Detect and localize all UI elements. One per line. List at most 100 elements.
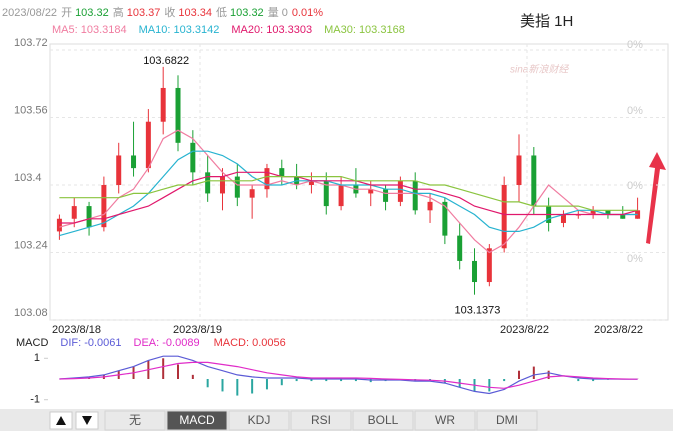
candle-body — [472, 260, 478, 283]
ma-legend-item: MA5: 103.3184 — [52, 24, 127, 36]
candle-body — [264, 168, 270, 190]
symbol: 美指 1H — [520, 13, 573, 30]
ma-line — [59, 129, 638, 254]
tab[interactable] — [290, 410, 352, 431]
x-tick-label: 2023/8/18 — [52, 324, 101, 336]
candle-body — [160, 87, 166, 122]
candle-body — [338, 185, 344, 207]
right-axis-label: 0% — [627, 105, 643, 117]
y-tick-label: 103.72 — [14, 37, 48, 49]
header-value: 103.34 — [178, 7, 212, 19]
macd-title: MACD — [16, 337, 48, 349]
candle-body — [412, 180, 418, 211]
macd-legend-item: DIF: -0.0061 — [60, 337, 121, 349]
ma-legend-item: MA30: 103.3168 — [324, 24, 405, 36]
x-tick-label: 2023/8/22 — [500, 324, 549, 336]
tab-label: RSI — [311, 413, 331, 427]
tab-label: WR — [435, 413, 455, 427]
max-annotation: 103.6822 — [143, 55, 189, 67]
header-value: 103.32 — [75, 7, 109, 19]
y-tick-label: 103.4 — [14, 172, 42, 184]
tab-label: 无 — [129, 413, 141, 427]
header-label: 开 — [61, 7, 72, 19]
candle-body — [190, 142, 196, 173]
candle-body — [457, 235, 463, 261]
candle-body — [116, 155, 122, 185]
tab[interactable] — [414, 410, 476, 431]
candle-body — [175, 87, 181, 143]
ma-legend-item: MA10: 103.3142 — [139, 24, 220, 36]
tab[interactable] — [104, 410, 166, 431]
min-annotation: 103.1373 — [455, 305, 501, 317]
macd-line — [59, 355, 638, 395]
ma-line — [59, 176, 638, 211]
candle-body — [620, 214, 626, 219]
header-label: 低 — [216, 6, 227, 19]
ma-line — [59, 171, 638, 224]
candle-body — [205, 172, 211, 194]
header-value: 0 — [282, 7, 288, 19]
tab[interactable] — [166, 410, 228, 431]
candle-body — [590, 210, 596, 215]
candle-body — [56, 218, 62, 232]
header-date: 2023/08/22 — [2, 7, 57, 19]
macd-legend-item: DEA: -0.0089 — [134, 337, 200, 349]
macd-y-tick-label: -1 — [30, 394, 40, 406]
tab[interactable] — [352, 410, 414, 431]
candle-body — [145, 121, 151, 169]
arrow-icon — [646, 152, 666, 244]
candle-body — [442, 201, 448, 236]
header: 2023/08/22 开 103.32 高 103.37 收 103.34 低 103.32 量 0… — [2, 5, 323, 19]
candle-body — [383, 189, 389, 202]
y-tick-label: 103.24 — [14, 239, 48, 251]
header-value: 103.37 — [127, 7, 161, 19]
macd-y-tick-label: 1 — [34, 352, 40, 364]
down-arrow — [82, 416, 92, 425]
ma-line — [59, 150, 638, 237]
candle-body — [131, 155, 137, 169]
candle-body — [323, 180, 329, 207]
header-value: 103.32 — [230, 7, 264, 19]
ma-legend: MA5: 103.3184 MA10: 103.3142 MA20: 103.330… — [52, 24, 405, 36]
candle-body — [501, 185, 507, 249]
header-change: 0.01% — [292, 7, 323, 19]
ma-legend-item: MA20: 103.3303 — [231, 24, 312, 36]
tab-label: MACD — [179, 413, 215, 427]
candle-body — [560, 214, 566, 223]
candle-body — [368, 189, 374, 194]
candle-body — [427, 201, 433, 211]
macd-line — [59, 361, 638, 389]
up-arrow — [56, 416, 66, 425]
candle-body — [219, 176, 225, 194]
tab-label: KDJ — [248, 413, 271, 427]
x-tick-label: 2023/8/19 — [173, 324, 222, 336]
candle-body — [71, 206, 77, 219]
tab-label: BOLL — [368, 413, 399, 427]
watermark: sina新浪财经 — [510, 64, 569, 76]
header-label: 高 — [113, 5, 124, 19]
candle-body — [308, 180, 314, 185]
candle-body — [486, 248, 492, 283]
candle-body — [531, 155, 537, 207]
candle-body — [101, 185, 107, 228]
macd-legend: MACD DIF: -0.0061 DEA: -0.0089 MACD: 0.0056 — [16, 337, 286, 349]
tab[interactable] — [476, 410, 538, 431]
y-tick-label: 103.08 — [14, 307, 48, 319]
candle-body — [234, 176, 240, 198]
x-tick-label: 2023/8/22 — [594, 324, 643, 336]
macd-legend-item: MACD: 0.0056 — [214, 337, 286, 349]
header-label: 量 — [268, 6, 279, 19]
y-tick-label: 103.56 — [14, 104, 48, 116]
candle-body — [605, 210, 611, 215]
right-axis-label: 0% — [627, 180, 643, 192]
right-axis-label: 0% — [627, 39, 643, 51]
candle-body — [86, 206, 92, 228]
tab-label: DMI — [496, 413, 518, 427]
candle-body — [249, 189, 255, 198]
tab[interactable] — [228, 410, 290, 431]
candle-body — [397, 180, 403, 202]
right-axis-label: 0% — [627, 253, 643, 265]
candle-body — [516, 155, 522, 185]
header-label: 收 — [164, 5, 175, 19]
